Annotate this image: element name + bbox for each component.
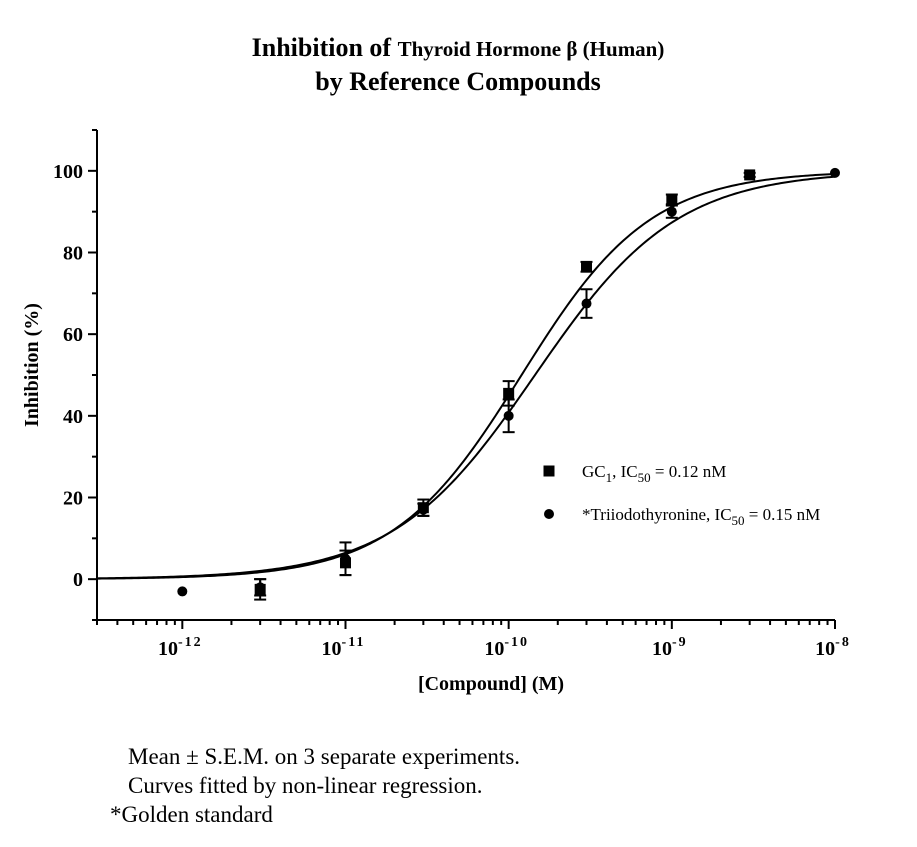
- data-point-circle: [666, 206, 677, 217]
- y-tick-label: 100: [53, 161, 83, 183]
- footnote-curves: Curves fitted by non-linear regression.: [128, 773, 483, 798]
- data-point-square: [581, 261, 593, 273]
- fit-curves: [96, 172, 836, 580]
- chart-title-part: Inhibition of: [252, 33, 398, 62]
- y-tick-label: 0: [73, 569, 83, 591]
- data-point-circle: [503, 410, 514, 421]
- chart-title-line-1: Inhibition of Thyroid Hormone β (Human): [252, 33, 665, 62]
- data-point-square: [666, 193, 678, 205]
- data-point-circle: [177, 586, 188, 597]
- footnotes: Mean ± S.E.M. on 3 separate experiments.…: [110, 742, 520, 829]
- x-tick-label: 10-12: [158, 635, 203, 660]
- data-point-circle: [255, 582, 266, 593]
- legend-entry-1: GC1, IC50 = 0.12 nM: [582, 462, 726, 485]
- chart: Inhibition of Thyroid Hormone β (Human) b…: [21, 33, 851, 695]
- x-axis-title: [Compound] (M): [418, 673, 564, 695]
- x-tick-label: 10-10: [484, 635, 529, 660]
- x-tick-label: 10-9: [652, 635, 688, 660]
- legend-marker-2: [544, 509, 554, 519]
- data-point-square: [744, 169, 756, 181]
- legend-entry-2: *Triiodothyronine, IC50 = 0.15 nM: [582, 505, 820, 528]
- data-point-circle: [830, 167, 840, 178]
- axes: 0 20 40 60 80 100 10-12 10-11 10-10 10-9 10-8 [Comp…: [21, 129, 851, 695]
- chart-subtitle: by Reference Compounds: [315, 67, 601, 96]
- legend: GC1, IC50 = 0.12 nM *Triiodothyronine, IC…: [543, 462, 820, 528]
- footnote-golden: *Golden standard: [110, 802, 273, 827]
- legend-marker-1: [543, 465, 555, 477]
- x-tick-label: 10-8: [815, 635, 851, 660]
- y-tick-label: 80: [63, 243, 83, 265]
- data-point-square: [503, 387, 515, 399]
- chart-title-part: Thyroid Hormone β (Human): [398, 37, 665, 61]
- fit-curve-2: [96, 175, 836, 580]
- data-point-circle: [581, 298, 592, 309]
- data-points: [177, 167, 840, 601]
- footnote-mean: Mean ± S.E.M. on 3 separate experiments.: [128, 744, 521, 769]
- data-point-circle: [418, 504, 429, 515]
- y-tick-label: 60: [63, 324, 83, 346]
- y-tick-label: 40: [63, 406, 83, 428]
- y-axis-title: Inhibition (%): [21, 303, 43, 427]
- chart-title: Inhibition of Thyroid Hormone β (Human) b…: [252, 33, 665, 96]
- x-tick-label: 10-11: [322, 635, 366, 660]
- data-point-circle: [340, 553, 351, 564]
- y-tick-label: 20: [63, 488, 83, 510]
